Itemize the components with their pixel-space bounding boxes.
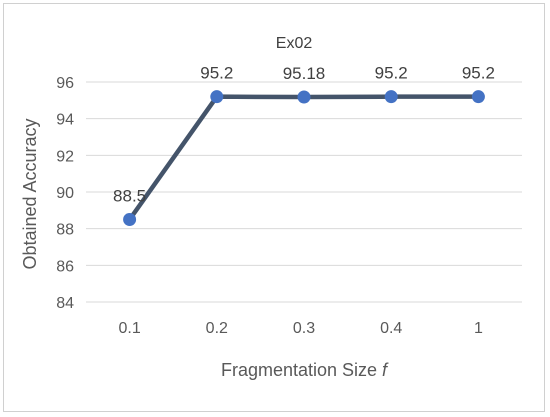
x-tick-label-2: 0.3 <box>293 320 315 337</box>
x-axis-ticks: 0.1 0.2 0.3 0.4 1 <box>118 320 482 337</box>
x-axis-title: Fragmentation Size f <box>221 360 389 380</box>
y-tick-label-90: 90 <box>56 185 74 202</box>
y-tick-label-94: 94 <box>56 112 74 129</box>
chart-frame: 84 86 88 90 92 94 96 0.1 0.2 0.3 0.4 1 88.5 95.2 95.… <box>3 3 545 412</box>
data-labels: 88.5 95.2 95.18 95.2 95.2 <box>113 64 495 206</box>
line-chart: 84 86 88 90 92 94 96 0.1 0.2 0.3 0.4 1 88.5 95.2 95.… <box>20 35 522 380</box>
data-point-1 <box>210 90 224 104</box>
data-point-3 <box>384 90 398 104</box>
y-tick-label-92: 92 <box>56 148 74 165</box>
series-line <box>127 94 479 221</box>
x-axis-title-variable: f <box>382 360 389 380</box>
x-axis-title-text: Fragmentation Size <box>221 360 377 380</box>
x-tick-label-3: 0.4 <box>380 320 402 337</box>
data-label-0: 88.5 <box>113 187 146 206</box>
gridlines <box>86 81 522 303</box>
y-tick-label-84: 84 <box>56 295 74 312</box>
data-label-2: 95.18 <box>283 64 326 83</box>
series-name-label: Ex02 <box>276 35 313 52</box>
data-point-4 <box>471 90 485 104</box>
y-tick-label-86: 86 <box>56 258 74 275</box>
data-label-4: 95.2 <box>462 64 495 83</box>
data-label-3: 95.2 <box>375 64 408 83</box>
data-point-0 <box>123 213 137 226</box>
data-label-1: 95.2 <box>200 64 233 83</box>
y-tick-label-96: 96 <box>56 75 74 92</box>
data-point-2 <box>297 90 311 104</box>
x-tick-label-1: 0.2 <box>206 320 228 337</box>
y-axis-ticks: 84 86 88 90 92 94 96 <box>56 75 74 312</box>
y-tick-label-88: 88 <box>56 222 74 239</box>
series-layer <box>123 90 485 226</box>
x-tick-label-4: 1 <box>474 320 483 337</box>
y-axis-title: Obtained Accuracy <box>20 118 40 269</box>
x-tick-label-0: 0.1 <box>118 320 140 337</box>
